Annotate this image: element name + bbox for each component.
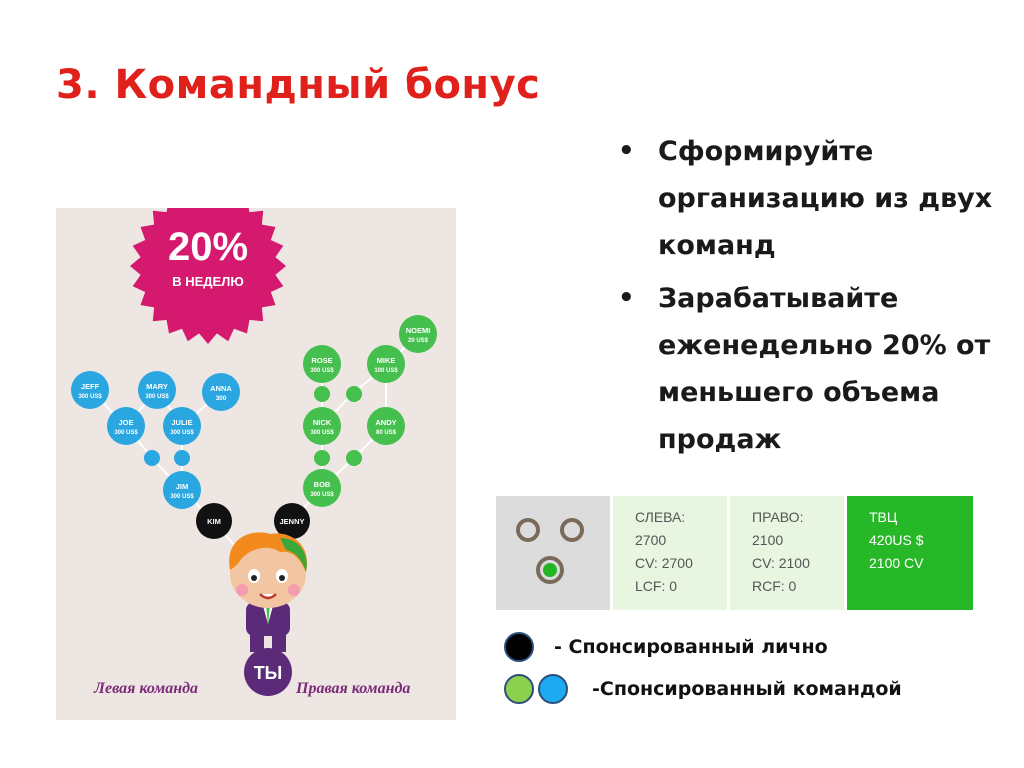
svg-text:ROSE: ROSE [311,356,332,365]
svg-text:JENNY: JENNY [279,517,304,526]
percent-badge: 20% В НЕДЕЛЮ [130,208,286,344]
svg-text:ТЫ: ТЫ [254,663,283,683]
small-node [346,450,362,466]
green-dot-icon [504,674,534,704]
node-you: ТЫ [244,648,292,696]
svg-text:MIKE: MIKE [377,356,396,365]
black-dot-icon [504,632,534,662]
node-joe: JOE 300 US$ [107,407,145,445]
badge-period: В НЕДЕЛЮ [172,274,244,289]
legend-team-label: -Спонсированный командой [592,678,902,700]
svg-text:300 US$: 300 US$ [310,368,334,374]
right-team-nodes: NOEMI 20 US$ ROSE 300 US$ MIKE 100 US$ N… [303,315,437,507]
svg-text:JIM: JIM [176,482,189,491]
svg-text:300 US$: 300 US$ [145,394,169,400]
mini-tree-icon [516,518,584,584]
small-node [174,450,190,466]
node-kim: KIM [196,503,232,539]
svg-text:ANDY: ANDY [375,418,396,427]
blue-dot-icon [538,674,568,704]
node-rose: ROSE 300 US$ [303,345,341,383]
node-nick: NICK 300 US$ [303,407,341,445]
svg-text:300 US$: 300 US$ [170,430,194,436]
team-bonus-infographic: 20% В НЕДЕЛЮ JEFF 300 US$ MARY 300 US$ A… [56,208,456,720]
badge-percent: 20% [168,225,248,269]
node-mary: MARY 300 US$ [138,371,176,409]
svg-text:300 US$: 300 US$ [78,394,102,400]
svg-text:100 US$: 100 US$ [374,368,398,374]
svg-text:ANNA: ANNA [210,384,232,393]
svg-text:JULIE: JULIE [171,418,192,427]
small-node [346,386,362,402]
small-node [314,450,330,466]
person-illustration [229,532,308,652]
svg-text:MARY: MARY [146,382,168,391]
bullet-list: Сформируйте организацию из двух команд З… [618,128,1008,469]
small-node [314,386,330,402]
right-team-label: Правая команда [296,680,411,697]
node-jenny: JENNY [274,503,310,539]
small-node [144,450,160,466]
badge-starburst [130,208,286,344]
svg-text:300 US$: 300 US$ [310,430,334,436]
svg-text:80 US$: 80 US$ [376,430,397,436]
left-team-label: Левая команда [94,680,199,697]
team-tree-diagram: 20% В НЕДЕЛЮ JEFF 300 US$ MARY 300 US$ A… [71,208,437,696]
svg-text:300 US$: 300 US$ [170,494,194,500]
bullet-item: Зарабатывайте еженедельно 20% от меньшег… [618,275,1008,463]
svg-text:JOE: JOE [118,418,133,427]
svg-text:300 US$: 300 US$ [310,492,334,498]
bullet-item: Сформируйте организацию из двух команд [618,128,1008,269]
svg-text:300 US$: 300 US$ [114,430,138,436]
legend-personal: - Спонсированный лично [504,632,828,662]
svg-text:NICK: NICK [313,418,332,427]
node-julie: JULIE 300 US$ [163,407,201,445]
tvc-cell: ТВЦ 420US $ 2100 CV [844,496,973,610]
node-bob: BOB 300 US$ [303,469,341,507]
node-jim: JIM 300 US$ [163,471,201,509]
stats-icon-cell [496,496,610,610]
svg-text:300: 300 [216,395,227,402]
node-jeff: JEFF 300 US$ [71,371,109,409]
right-volume-cell: ПРАВО: 2100 CV: 2100 RCF: 0 [727,496,844,610]
svg-text:BOB: BOB [314,480,331,489]
svg-text:20 US$: 20 US$ [408,338,429,344]
svg-text:NOEMI: NOEMI [406,326,431,335]
left-team-nodes: JEFF 300 US$ MARY 300 US$ ANNA 300 JOE 3… [71,371,240,509]
node-andy: ANDY 80 US$ [367,407,405,445]
node-mike: MIKE 100 US$ [367,345,405,383]
left-volume-cell: СЛЕВА: 2700 CV: 2700 LCF: 0 [610,496,727,610]
legend-personal-label: - Спонсированный лично [554,636,828,658]
node-noemi: NOEMI 20 US$ [399,315,437,353]
node-anna: ANNA 300 [202,373,240,411]
volume-stats-panel: СЛЕВА: 2700 CV: 2700 LCF: 0 ПРАВО: 2100 … [496,496,976,610]
legend-team: -Спонсированный командой [504,674,902,704]
svg-text:JEFF: JEFF [81,382,100,391]
slide-title: 3. Командный бонус [56,62,541,108]
svg-text:KIM: KIM [207,517,221,526]
